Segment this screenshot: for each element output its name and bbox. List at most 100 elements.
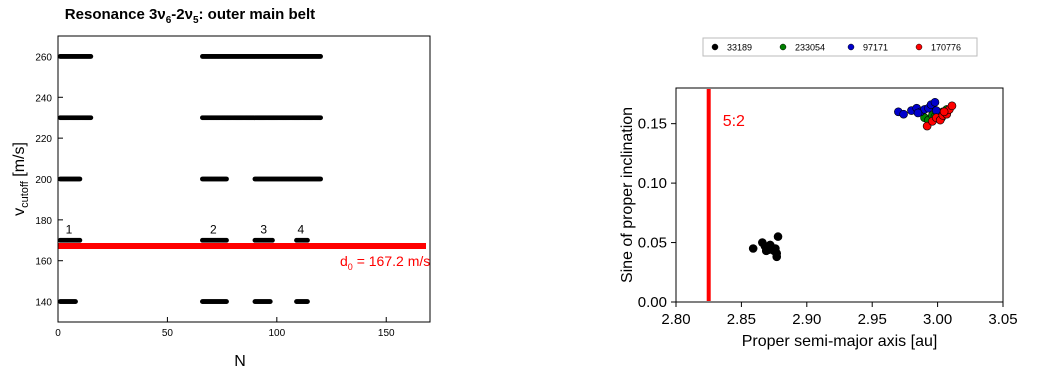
band-dot	[88, 54, 94, 59]
x-tick-label: 100	[268, 328, 285, 339]
scatter-point	[934, 109, 944, 119]
x-tick-label: 2.90	[792, 311, 821, 328]
scatter-point	[772, 252, 782, 262]
scatter-point	[922, 121, 932, 131]
scatter-point	[920, 105, 929, 114]
y-tick-label: 0.00	[638, 294, 667, 311]
legend-marker	[779, 43, 787, 51]
left-chart-title: Resonance 3ν6-2ν5: outer main belt	[60, 6, 320, 26]
legend-marker	[915, 43, 923, 51]
y-tick-label: 0.15	[638, 116, 667, 133]
scatter-point	[926, 100, 936, 109]
x-tick-label: 3.00	[923, 311, 952, 328]
scatter-point	[772, 248, 782, 258]
band-dot	[267, 299, 273, 304]
scatter-point	[947, 101, 957, 111]
title-main: Resonance 3ν	[64, 6, 166, 23]
left-labels-layer: 1 2 3 4	[66, 222, 305, 236]
scatter-point	[765, 240, 775, 250]
scatter-point	[928, 116, 937, 126]
scatter-point	[769, 246, 779, 256]
group-label: 4	[298, 222, 305, 236]
scatter-point	[773, 232, 783, 241]
y-tick-label: 240	[35, 93, 52, 104]
left-y-axis-label: vcutoff [m/s]	[11, 142, 31, 216]
y-tick-label: 0.10	[638, 175, 667, 192]
x-tick-label: 50	[162, 328, 174, 339]
y-tick-label: 160	[35, 257, 52, 268]
scatter-point	[760, 241, 770, 251]
y-tick-label: 0.05	[638, 235, 667, 252]
legend-label: 97171	[863, 43, 888, 53]
y-tick-label: 220	[35, 134, 52, 145]
band-dot	[305, 299, 310, 304]
right-y-axis-label: Sine of proper inclination	[619, 107, 636, 283]
band-dot	[318, 115, 323, 121]
title-end: : outer main belt	[198, 6, 316, 23]
band-dot	[224, 176, 229, 182]
scatter-point	[930, 97, 940, 107]
x-tick-label: 2.80	[661, 311, 690, 328]
y-tick-label: 200	[35, 175, 52, 186]
band-dot	[224, 299, 229, 304]
scatter-point	[931, 113, 941, 123]
band-dot	[270, 237, 275, 243]
scatter-point	[920, 113, 929, 123]
left-bands-layer	[57, 54, 323, 304]
scatter-point	[758, 238, 767, 247]
scatter-point	[945, 105, 954, 114]
group-label: 3	[260, 222, 267, 236]
y-tick-label: 140	[35, 298, 52, 309]
left-chart: d0 = 167.2 m/s 0 50 100 150 140 160 180 200 220 2…	[11, 35, 431, 370]
band-dot	[305, 237, 310, 243]
scatter-point	[937, 113, 946, 123]
scatter-point	[761, 246, 771, 256]
x-tick-label: 2.95	[858, 311, 887, 328]
left-threshold-layer: d0 = 167.2 m/s	[58, 243, 430, 272]
scatter-point	[907, 106, 916, 115]
band-dot	[88, 115, 94, 121]
threshold-label: d0 = 167.2 m/s	[340, 253, 430, 272]
left-plot-frame	[57, 35, 431, 323]
scatter-point	[899, 109, 908, 119]
left-x-axis-label: N	[234, 353, 246, 370]
scatter-point	[764, 245, 774, 254]
x-tick-label: 0	[55, 328, 61, 339]
title-sub2: 5	[192, 15, 199, 26]
band-dot	[77, 237, 83, 243]
y-tick-label: 180	[35, 216, 52, 227]
scatter-point	[913, 108, 923, 118]
right-x-axis-label: Proper semi-major axis [au]	[742, 333, 938, 350]
scatter-point	[939, 107, 949, 117]
scatter-point	[935, 115, 945, 125]
scatter-point	[916, 107, 925, 117]
scatter-point	[771, 244, 780, 253]
scatter-point	[928, 111, 937, 120]
x-tick-label: 150	[378, 328, 395, 339]
legend-label: 33189	[727, 43, 752, 53]
y-tick-label: 260	[35, 52, 52, 63]
band-dot	[318, 54, 323, 59]
legend-label: 233054	[795, 43, 825, 53]
scatter-point	[748, 244, 758, 253]
right-plot-frame	[675, 87, 1004, 303]
band-dot	[77, 176, 83, 182]
band-dot	[224, 237, 229, 243]
x-tick-label: 2.85	[727, 311, 756, 328]
band-dot	[73, 299, 78, 304]
scatter-point	[930, 112, 940, 121]
group-label: 2	[210, 222, 217, 236]
legend-box	[702, 37, 978, 57]
legend-marker	[847, 43, 855, 51]
title-sub1: 6	[165, 15, 172, 26]
scatter-point	[924, 103, 933, 113]
title-mid: -2ν	[171, 6, 193, 23]
scatter-point	[894, 107, 903, 117]
scatter-point	[942, 105, 952, 114]
group-label: 1	[66, 222, 73, 236]
band-dot	[318, 176, 323, 182]
right-points-layer	[748, 97, 957, 262]
legend-label: 170776	[931, 43, 961, 53]
scatter-point	[767, 243, 776, 252]
